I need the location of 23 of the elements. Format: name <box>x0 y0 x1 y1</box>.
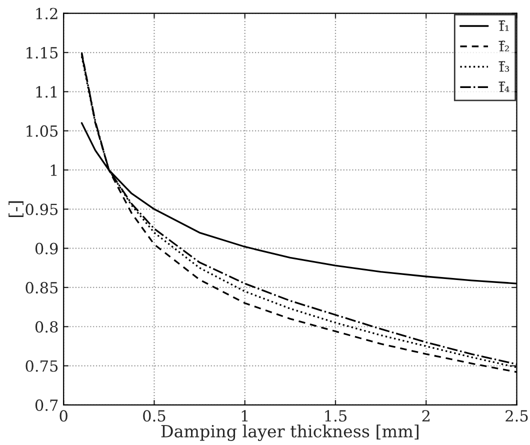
legend-label: f̄₂ <box>498 40 509 52</box>
y-tick-label: 0.75 <box>26 360 58 372</box>
y-tick-label: 0.95 <box>26 204 58 216</box>
x-tick-label: 0.5 <box>143 410 166 422</box>
y-tick-label: 1.15 <box>26 46 58 59</box>
x-tick-label: 1 <box>242 410 248 422</box>
y-tick-label: 1.2 <box>36 8 58 20</box>
y-tick-label: 0.85 <box>26 282 58 294</box>
y-tick-label: 1.1 <box>36 86 57 98</box>
legend-label: f̄₃ <box>498 61 510 72</box>
y-tick-label: 1.05 <box>26 125 58 137</box>
x-tick-label: 2.5 <box>506 410 528 422</box>
legend-label: f̄₄ <box>498 81 510 92</box>
x-tick-label: 1.5 <box>325 410 346 422</box>
y-tick-label: 0.8 <box>35 321 58 333</box>
y-axis-title: [-] <box>8 201 24 218</box>
x-axis-title: Damping layer thickness [mm] <box>161 424 418 441</box>
y-tick-label: 0.7 <box>35 399 58 411</box>
x-tick-label: 0 <box>60 410 68 422</box>
y-tick-label: 0.9 <box>35 242 58 254</box>
x-tick-label: 2 <box>422 410 430 422</box>
y-tick-label: 1 <box>50 164 57 176</box>
legend-label: f̄₁ <box>498 20 509 31</box>
